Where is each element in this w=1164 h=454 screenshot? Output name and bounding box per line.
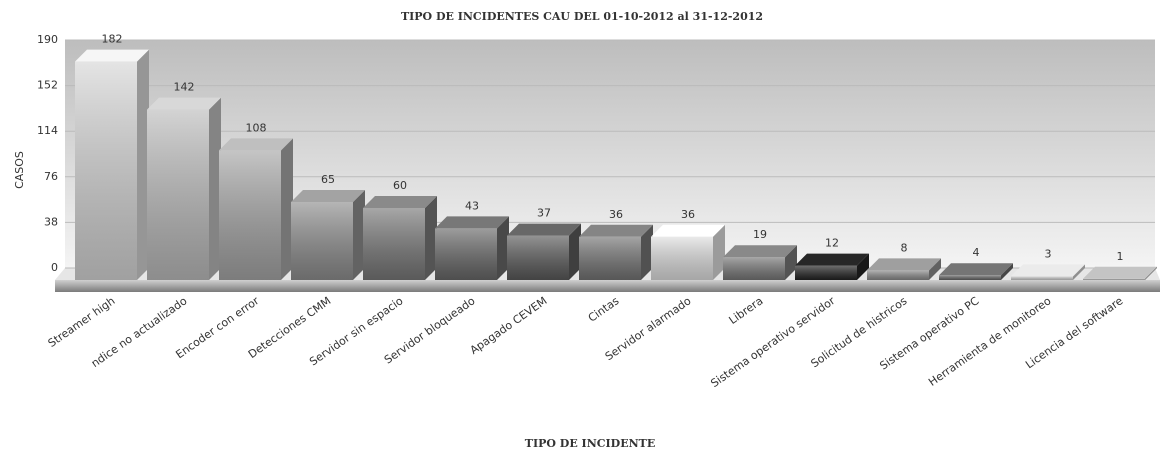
bar bbox=[507, 223, 581, 280]
bar-top bbox=[435, 216, 509, 229]
bar-side bbox=[1001, 263, 1013, 280]
bar-side bbox=[281, 138, 293, 280]
bar-shade bbox=[435, 228, 497, 280]
bar bbox=[579, 224, 653, 280]
data-label: 1 bbox=[1117, 250, 1124, 263]
data-label: 4 bbox=[973, 246, 980, 259]
bar-shade bbox=[723, 257, 785, 280]
bar bbox=[219, 138, 293, 280]
bar bbox=[75, 49, 149, 280]
y-tick-label: 190 bbox=[37, 33, 58, 46]
bar bbox=[1011, 264, 1085, 280]
bar bbox=[795, 253, 869, 280]
bar-top bbox=[723, 245, 797, 258]
bar bbox=[291, 190, 365, 280]
bar-shade bbox=[75, 61, 137, 280]
data-label: 12 bbox=[825, 237, 839, 250]
x-tick-label: Streamer high bbox=[46, 294, 118, 350]
bar-shade bbox=[363, 208, 425, 280]
bar-shade bbox=[1011, 276, 1073, 280]
bar-top bbox=[651, 224, 725, 237]
y-tick-label: 0 bbox=[51, 261, 58, 274]
bar-shade bbox=[1083, 278, 1145, 280]
bar bbox=[939, 263, 1013, 280]
bar-side bbox=[1145, 266, 1157, 280]
y-tick-label: 76 bbox=[44, 170, 58, 183]
bar-top bbox=[219, 138, 293, 151]
bar-side bbox=[209, 97, 221, 280]
bar-top bbox=[579, 224, 653, 237]
bar-top bbox=[939, 263, 1013, 276]
bar bbox=[651, 224, 725, 280]
bar bbox=[147, 97, 221, 280]
bar-top bbox=[795, 253, 869, 266]
bar bbox=[435, 216, 509, 280]
data-label: 3 bbox=[1045, 247, 1052, 260]
y-tick-label: 114 bbox=[37, 124, 58, 137]
data-label: 19 bbox=[753, 228, 767, 241]
bar-top bbox=[291, 190, 365, 202]
bar-top bbox=[507, 223, 581, 236]
bar bbox=[867, 258, 941, 280]
bar-shade bbox=[867, 270, 929, 280]
bar-shade bbox=[651, 236, 713, 280]
data-label: 37 bbox=[537, 207, 551, 220]
bar-side bbox=[137, 49, 149, 280]
bar-shade bbox=[507, 235, 569, 280]
bar-top bbox=[1083, 266, 1157, 279]
data-label: 36 bbox=[681, 208, 695, 221]
x-tick-label: Apagado CEVEM bbox=[468, 294, 550, 357]
data-label: 60 bbox=[393, 179, 407, 192]
bar-top bbox=[867, 258, 941, 271]
bar-side bbox=[785, 245, 797, 280]
y-axis-label: CASOS bbox=[13, 151, 26, 189]
bar-side bbox=[569, 223, 581, 280]
bar-top bbox=[1011, 264, 1085, 277]
floor-edge bbox=[55, 280, 1160, 292]
bar-side bbox=[425, 196, 437, 280]
x-axis-label: TIPO DE INCIDENTE bbox=[525, 437, 655, 450]
bar-side bbox=[353, 190, 365, 280]
bar-shade bbox=[795, 265, 857, 280]
y-tick-label: 152 bbox=[37, 79, 58, 92]
bar bbox=[723, 245, 797, 280]
data-label: 182 bbox=[102, 33, 123, 46]
data-label: 8 bbox=[901, 241, 908, 254]
bar-side bbox=[641, 224, 653, 280]
bar-shade bbox=[147, 109, 209, 280]
bar-shade bbox=[219, 150, 281, 280]
data-label: 36 bbox=[609, 208, 623, 221]
bar-top bbox=[363, 196, 437, 208]
x-tick-label: Herramienta de monitoreo bbox=[926, 294, 1053, 389]
bar-side bbox=[497, 216, 509, 280]
x-tick-label: Sistema operativo servidor bbox=[708, 294, 837, 390]
bar-top bbox=[75, 49, 149, 62]
bar bbox=[363, 196, 437, 280]
data-label: 108 bbox=[246, 121, 267, 134]
bar-shade bbox=[939, 275, 1001, 280]
data-label: 43 bbox=[465, 199, 479, 212]
bar-side bbox=[929, 258, 941, 280]
bar-shade bbox=[579, 236, 641, 280]
bar-side bbox=[857, 253, 869, 280]
y-tick-label: 38 bbox=[44, 215, 58, 228]
chart-title: TIPO DE INCIDENTES CAU DEL 01-10-2012 al… bbox=[401, 10, 763, 23]
data-label: 65 bbox=[321, 173, 335, 186]
bar-side bbox=[713, 224, 725, 280]
bar-top bbox=[147, 97, 221, 110]
data-label: 142 bbox=[174, 81, 195, 94]
bar bbox=[1083, 266, 1157, 280]
x-tick-label: Librera bbox=[726, 294, 765, 327]
bar-side bbox=[1073, 264, 1085, 280]
x-tick-label: Cintas bbox=[586, 294, 622, 325]
bar-shade bbox=[291, 202, 353, 280]
